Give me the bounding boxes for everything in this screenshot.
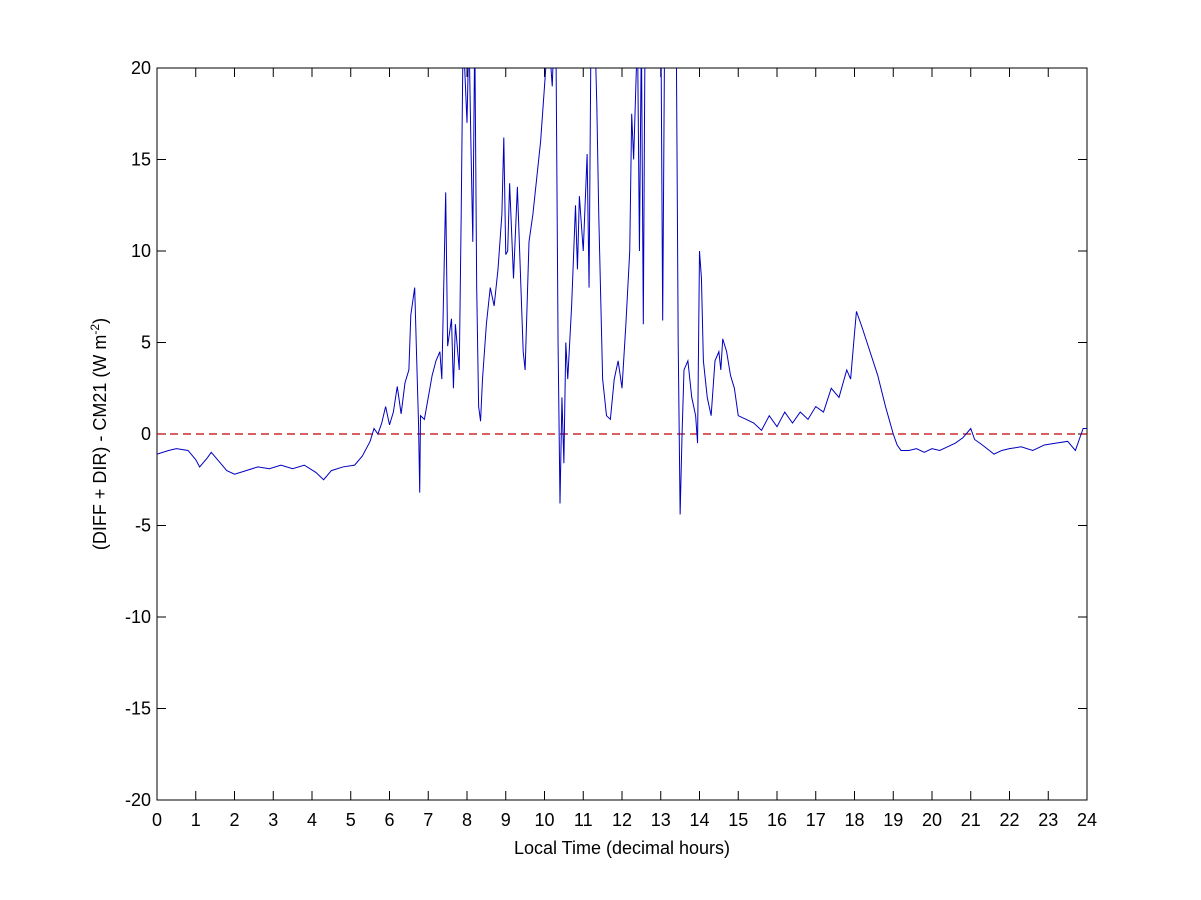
y-label-close: ) <box>90 318 110 324</box>
y-axis-label: (DIFF + DIR) - CM21 (W m-2) <box>88 318 110 550</box>
x-tick-label: 12 <box>612 810 632 830</box>
x-tick-label: 0 <box>152 810 162 830</box>
x-tick-label: 7 <box>423 810 433 830</box>
x-tick-label: 17 <box>806 810 826 830</box>
x-tick-label: 21 <box>961 810 981 830</box>
y-tick-label: -10 <box>125 607 151 627</box>
x-tick-label: 18 <box>844 810 864 830</box>
x-tick-label: 9 <box>501 810 511 830</box>
y-tick-label: -15 <box>125 699 151 719</box>
x-tick-label: 20 <box>922 810 942 830</box>
plot-frame <box>156 67 1088 801</box>
x-tick-label: 22 <box>999 810 1019 830</box>
x-tick-label: 19 <box>883 810 903 830</box>
x-tick-label: 24 <box>1077 810 1097 830</box>
y-tick-label: -5 <box>135 516 151 536</box>
x-tick-label: 13 <box>651 810 671 830</box>
y-tick-label: 20 <box>131 58 151 78</box>
x-axis-label: Local Time (decimal hours) <box>514 838 730 858</box>
x-tick-label: 8 <box>462 810 472 830</box>
x-tick-label: 6 <box>384 810 394 830</box>
x-tick-label: 16 <box>767 810 787 830</box>
x-tick-label: 10 <box>534 810 554 830</box>
x-tick-label: 15 <box>728 810 748 830</box>
x-tick-label: 23 <box>1038 810 1058 830</box>
x-tick-label: 3 <box>268 810 278 830</box>
x-tick-label: 1 <box>191 810 201 830</box>
x-tick-label: 14 <box>689 810 709 830</box>
y-tick-label: 10 <box>131 241 151 261</box>
data-line <box>157 68 1087 515</box>
y-tick-label: -20 <box>125 790 151 810</box>
x-tick-label: 5 <box>346 810 356 830</box>
y-tick-label: 0 <box>141 424 151 444</box>
y-label-exponent: -2 <box>88 324 102 335</box>
y-tick-label: 15 <box>131 150 151 170</box>
plot-area <box>157 68 1087 515</box>
x-tick-label: 2 <box>229 810 239 830</box>
x-tick-label: 11 <box>574 810 593 830</box>
y-tick-label: 5 <box>141 333 151 353</box>
y-label-text: (DIFF + DIR) - CM21 (W m <box>90 335 110 550</box>
x-tick-label: 4 <box>307 810 317 830</box>
